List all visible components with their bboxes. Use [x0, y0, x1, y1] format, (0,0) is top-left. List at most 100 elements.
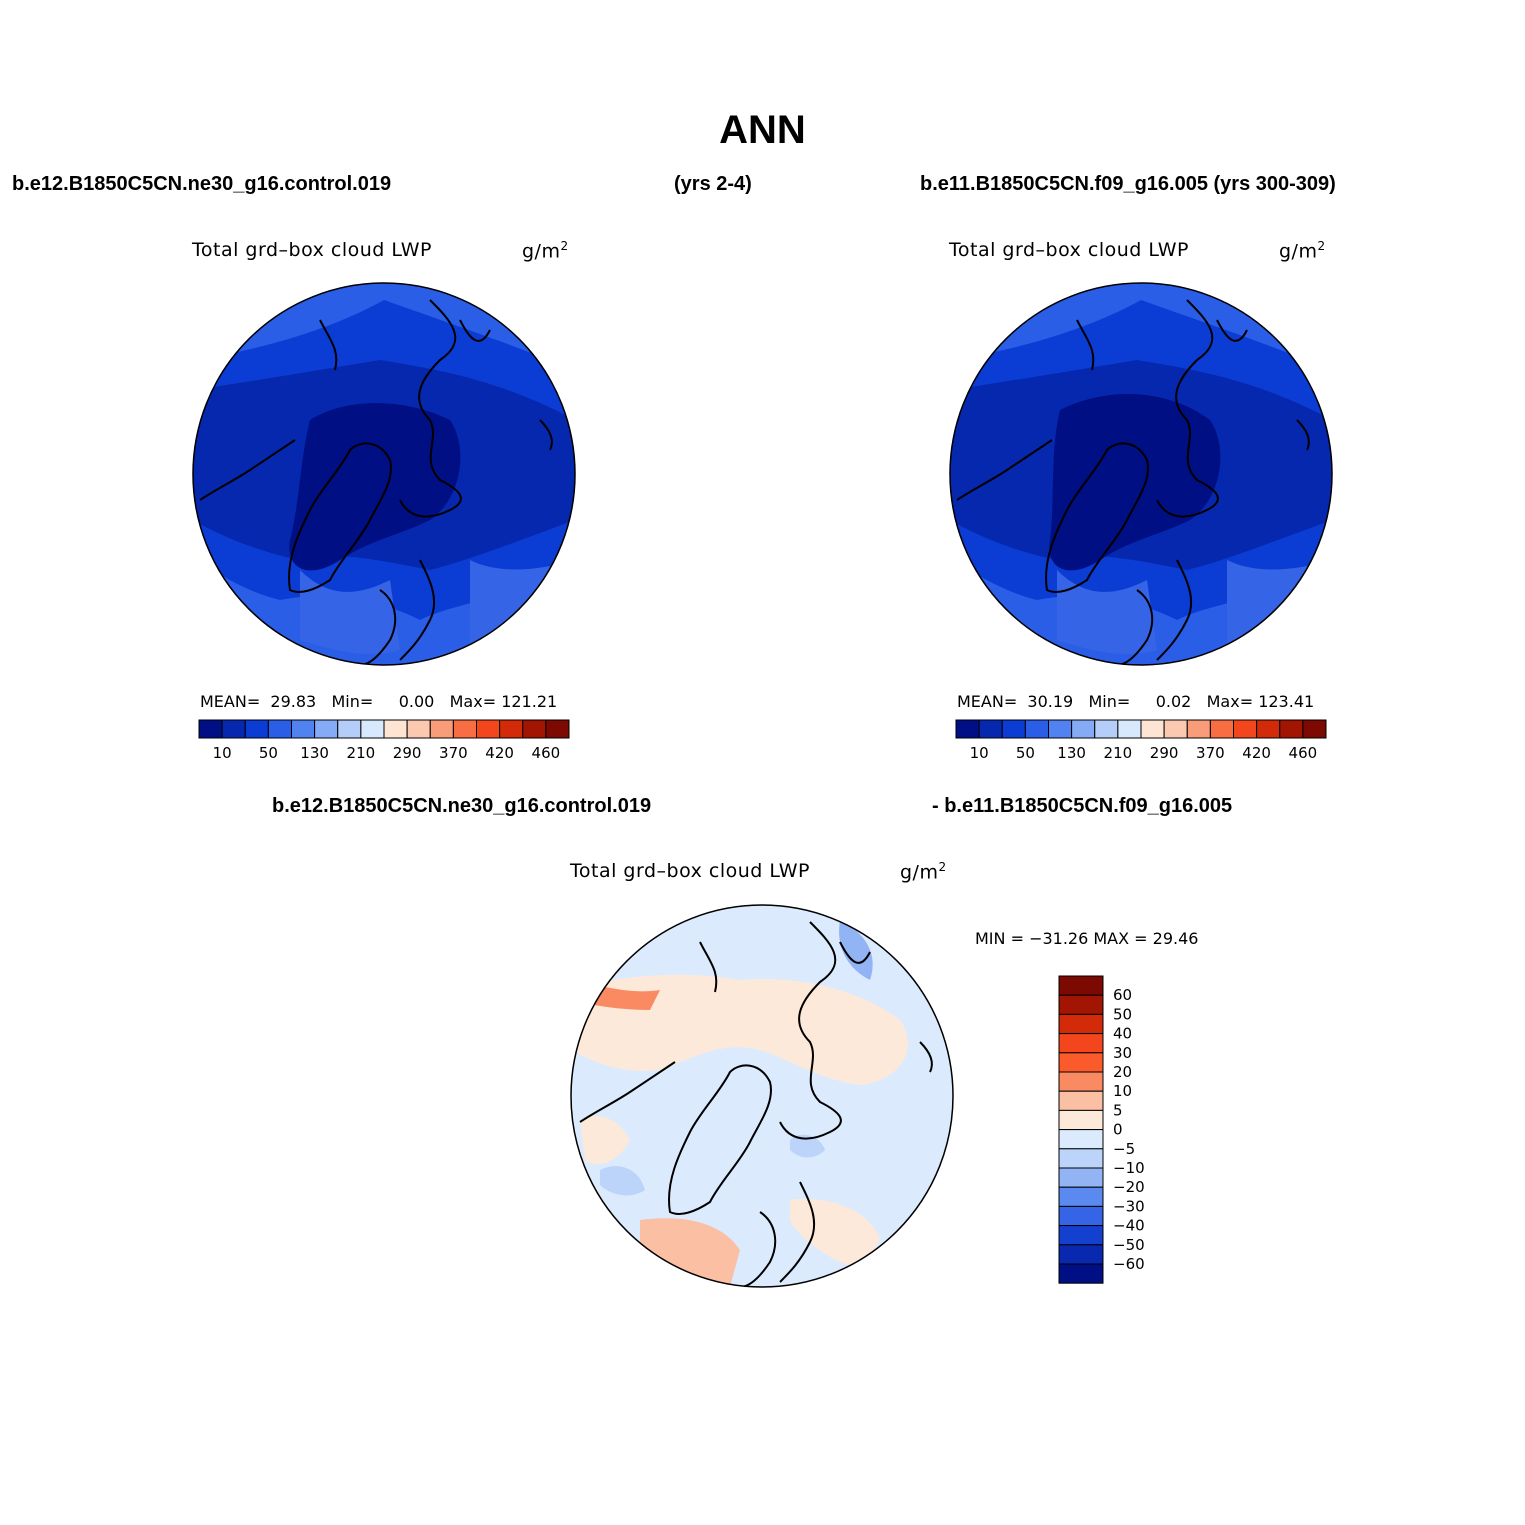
diff-colorbar-box: [1058, 1186, 1104, 1207]
case2-label: b.e11.B1850C5CN.f09_g16.005 (yrs 300-309…: [920, 173, 1336, 195]
panel1-colorbar-box: [244, 719, 269, 739]
diff-colorbar-label: −50: [1113, 1236, 1145, 1254]
diff-minmax: MIN = −31.26 MAX = 29.46: [975, 929, 1199, 948]
panel1-colorbar-box: [291, 719, 316, 739]
panel2-colorbar-box: [1233, 719, 1258, 739]
panel1-colorbar-box: [314, 719, 339, 739]
panel1-colorbar-label: 290: [393, 744, 422, 762]
panel1-variable-title: Total grd–box cloud LWP: [192, 239, 432, 261]
diff-colorbar-box: [1058, 1033, 1104, 1054]
panel2-colorbar-box: [1256, 719, 1281, 739]
panel1-min: 0.00: [398, 692, 435, 711]
panel1-colorbar-label: 50: [259, 744, 278, 762]
diff-colorbar-label: 10: [1113, 1082, 1132, 1100]
panel1-colorbar: 10 50 130 210 290 370 420 460: [198, 719, 570, 762]
panel1-colorbar-box: [545, 719, 570, 739]
diff-colorbar-box: [1058, 1225, 1104, 1246]
panel2-colorbar-box: [1140, 719, 1165, 739]
panel2-units: g/m2: [1279, 239, 1326, 263]
panel2-coastlines: [956, 299, 1310, 665]
diff-colorbar-label: −30: [1113, 1197, 1145, 1215]
panel1-max-label: Max=: [449, 692, 497, 711]
diff-colorbar-label: −40: [1113, 1217, 1145, 1235]
diff-colorbar-label: 40: [1113, 1025, 1132, 1043]
panel2-colorbar-label: 370: [1196, 744, 1225, 762]
diff-variable-title: Total grd–box cloud LWP: [570, 860, 810, 882]
panel1-map: [193, 283, 575, 665]
diff-colorbar-label: −5: [1113, 1140, 1135, 1158]
panel1-colorbar-box: [337, 719, 362, 739]
diff-colorbar-label: −10: [1113, 1159, 1145, 1177]
panel2-colorbar-box: [1186, 719, 1211, 739]
panel2-colorbar-label: 290: [1150, 744, 1179, 762]
panel1-colorbar-box: [383, 719, 408, 739]
panel1-colorbar-box: [360, 719, 385, 739]
panel2-colorbar-box: [1209, 719, 1234, 739]
panel1-coastlines: [199, 299, 553, 665]
panel2-colorbar-box: [1001, 719, 1026, 739]
diff-colorbar-box: [1058, 1148, 1104, 1169]
panel2-map: [950, 283, 1332, 665]
diff-colorbar-box: [1058, 1090, 1104, 1111]
diff-map: [571, 905, 953, 1287]
panel2-colorbar-box: [978, 719, 1003, 739]
panel1-colorbar-box: [198, 719, 223, 739]
panel1-colorbar-label: 370: [439, 744, 468, 762]
diff-colorbar-box: [1058, 1263, 1104, 1284]
panel2-mean: 30.19: [1027, 692, 1074, 711]
panel2-map-border: [949, 282, 1333, 666]
figure-title: ANN: [719, 108, 806, 152]
diff-map-border: [570, 904, 954, 1288]
diff-colorbar-label: 0: [1113, 1121, 1123, 1139]
diff-colorbar-box: [1058, 975, 1104, 996]
diff-colorbar-label: 20: [1113, 1063, 1132, 1081]
panel2-min: 0.02: [1155, 692, 1192, 711]
panel2-colorbar-box: [955, 719, 980, 739]
panel2-colorbar-label: 210: [1104, 744, 1133, 762]
diff-colorbar-box: [1058, 1013, 1104, 1035]
diff-colorbar-box: [1058, 1167, 1104, 1188]
panel2-colorbar-label: 420: [1242, 744, 1271, 762]
diff-colorbar-box: [1058, 1129, 1104, 1150]
diff-case-left-label: b.e12.B1850C5CN.ne30_g16.control.019: [272, 795, 652, 817]
panel2-colorbar-box: [1071, 719, 1096, 739]
panel1-mean-label: MEAN=: [200, 692, 261, 711]
panel1-colorbar-box: [499, 719, 524, 739]
panel2-colorbar-label: 460: [1289, 744, 1318, 762]
diff-colorbar-label: 50: [1113, 1005, 1132, 1023]
panel1-colorbar-label: 420: [485, 744, 514, 762]
case1-label: b.e12.B1850C5CN.ne30_g16.control.019: [12, 173, 392, 195]
panel2-stats: MEAN= 30.19 Min= 0.02 Max= 123.41: [957, 692, 1314, 711]
panel2-colorbar-label: 130: [1057, 744, 1086, 762]
diff-case-right-label: - b.e11.B1850C5CN.f09_g16.005: [932, 795, 1233, 817]
panel1-mean: 29.83: [270, 692, 317, 711]
panel2-max: 123.41: [1258, 692, 1315, 711]
panel2-colorbar-label: 50: [1016, 744, 1035, 762]
diff-colorbar-box: [1058, 1052, 1104, 1073]
diff-coastlines: [579, 921, 933, 1287]
panel2-colorbar-box: [1048, 719, 1073, 739]
diff-colorbar-box: [1058, 1244, 1104, 1265]
diff-colorbar-label: 30: [1113, 1044, 1132, 1062]
panel1-colorbar-box: [429, 719, 454, 739]
panel1-colorbar-label: 460: [532, 744, 561, 762]
panel1-units: g/m2: [522, 239, 569, 263]
panel1-colorbar-box: [452, 719, 477, 739]
diff-colorbar-label: −20: [1113, 1178, 1145, 1196]
panel1-map-border: [192, 282, 576, 666]
panel1-min-label: Min=: [331, 692, 374, 711]
panel2-colorbar: 10 50 130 210 290 370 420 460: [955, 719, 1327, 762]
panel2-colorbar-box: [1163, 719, 1188, 739]
panel1-colorbar-box: [476, 719, 501, 739]
panel2-colorbar-label: 10: [970, 744, 989, 762]
panel1-colorbar-box: [406, 719, 431, 739]
panel1-stats: MEAN= 29.83 Min= 0.00 Max= 121.21: [200, 692, 557, 711]
diff-colorbar-box: [1058, 1205, 1104, 1227]
panel2-variable-title: Total grd–box cloud LWP: [949, 239, 1189, 261]
panel1-colorbar-label: 10: [213, 744, 232, 762]
panel1-colorbar-box: [267, 719, 292, 739]
panel2-colorbar-box: [1302, 719, 1327, 739]
panel2-min-label: Min=: [1088, 692, 1131, 711]
panel1-colorbar-label: 130: [300, 744, 329, 762]
panel2-colorbar-box: [1117, 719, 1142, 739]
